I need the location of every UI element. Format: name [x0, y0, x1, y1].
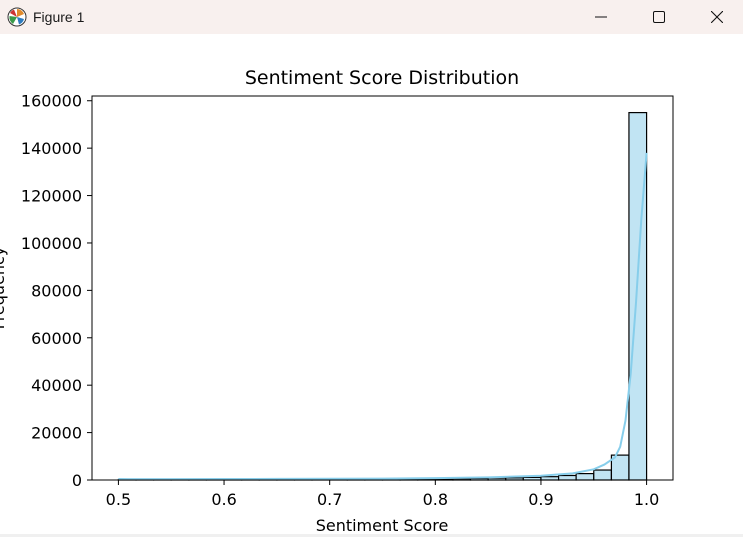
x-tick-label: 1.0 [634, 490, 659, 509]
window-title: Figure 1 [33, 0, 84, 34]
maximize-icon [653, 11, 665, 23]
y-tick-label: 60000 [31, 329, 82, 348]
minimize-button[interactable] [572, 0, 630, 34]
matplotlib-logo-icon [7, 7, 27, 27]
y-tick-label: 0 [72, 471, 82, 490]
y-tick-label: 140000 [21, 139, 82, 158]
maximize-button[interactable] [630, 0, 688, 34]
x-axis-label: Sentiment Score [316, 516, 449, 535]
x-tick-label: 0.7 [317, 490, 342, 509]
minimize-icon [595, 11, 607, 23]
y-tick-label: 40000 [31, 376, 82, 395]
histogram-chart: Sentiment Score Distribution 0.5 0.6 0.7 0.… [0, 34, 743, 537]
y-tick-label: 100000 [21, 234, 82, 253]
y-axis-label: Frequency [0, 247, 8, 330]
x-tick-label: 0.8 [423, 490, 448, 509]
figure-canvas: Sentiment Score Distribution 0.5 0.6 0.7 0.… [0, 34, 743, 537]
y-tick-label: 160000 [21, 92, 82, 111]
histogram-bar [629, 113, 647, 480]
close-button[interactable] [688, 0, 743, 34]
y-tick-label: 20000 [31, 424, 82, 443]
plot-frame [92, 96, 673, 480]
kde-line [118, 153, 646, 479]
x-tick-label: 0.9 [528, 490, 553, 509]
x-tick-label: 0.6 [211, 490, 236, 509]
x-tick-label: 0.5 [106, 490, 131, 509]
chart-title: Sentiment Score Distribution [245, 67, 519, 89]
close-icon [711, 11, 723, 23]
histogram-bar [576, 474, 594, 480]
window-titlebar: Figure 1 [0, 0, 743, 34]
y-tick-label: 120000 [21, 187, 82, 206]
y-tick-label: 80000 [31, 281, 82, 300]
histogram-bar [559, 475, 577, 480]
histogram-bar [594, 470, 612, 480]
